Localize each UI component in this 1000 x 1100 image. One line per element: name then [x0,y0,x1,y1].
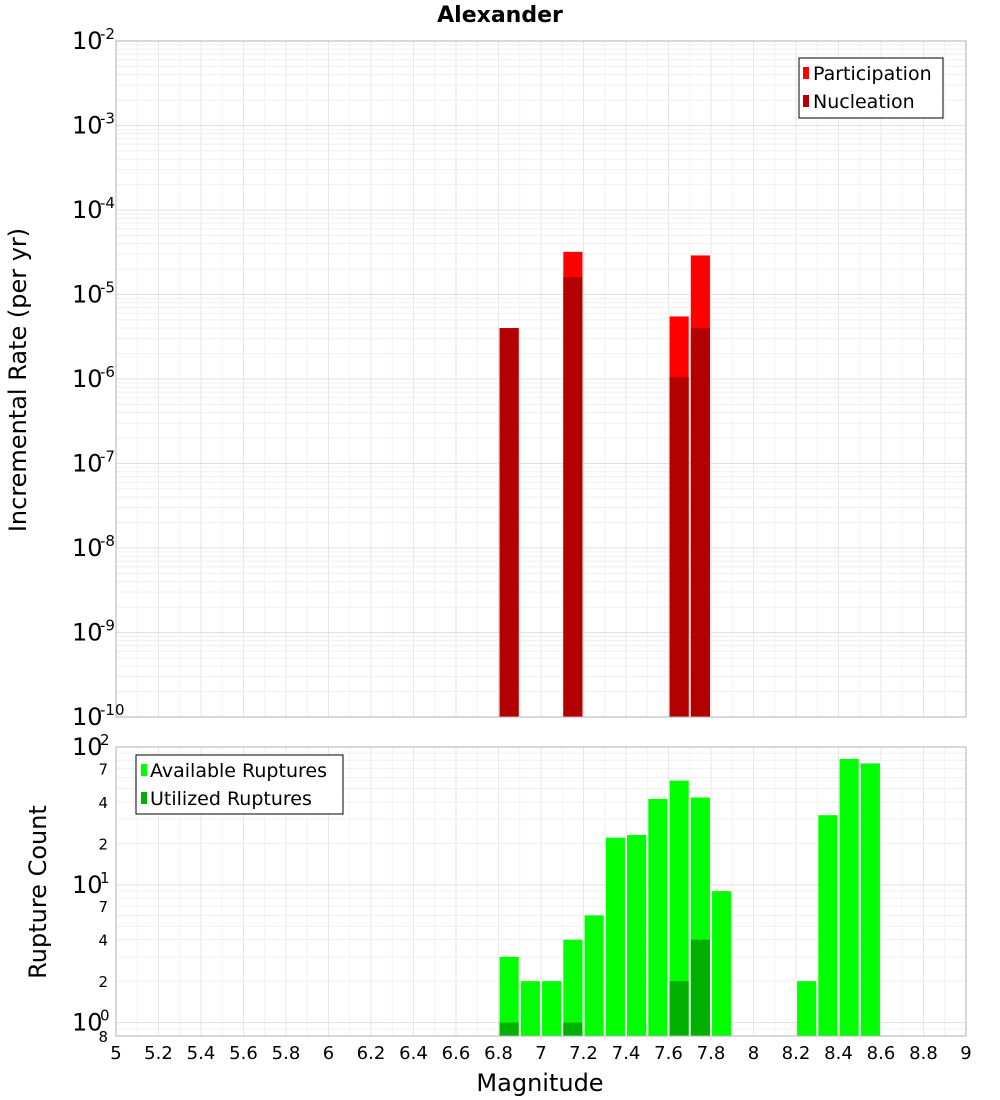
bar-nucleation [690,328,710,717]
bottom-plot-frame [115,746,967,1037]
x-tick-label: 7.4 [612,1043,641,1064]
y-minor-tick-label: 7 [98,760,108,778]
top-y-axis-title: Incremental Rate (per yr) [4,228,32,532]
bar-available-ruptures [520,981,540,1036]
x-tick-label: 9 [960,1043,971,1064]
bar-available-ruptures [712,891,732,1036]
x-tick-label: 5.2 [144,1043,173,1064]
top-plot-grid [115,41,967,718]
x-tick-label: 6.8 [484,1043,513,1064]
top-legend: Participation Nucleation [798,57,944,119]
y-tick-label: 10 [72,1009,103,1037]
top-y-ticks: 10-210-310-410-510-610-710-810-910-10 [72,25,125,731]
utilized-ruptures-legend-swatch [141,792,147,804]
y-tick-exponent: -3 [100,110,115,128]
y-minor-tick-label: 8 [98,1028,108,1046]
y-tick-label: 10 [72,27,103,55]
count-bars [499,758,880,1036]
bar-available-ruptures [627,834,647,1036]
x-tick-label: 8.6 [867,1043,896,1064]
top-legend-box [798,57,944,119]
x-tick-label: 6.4 [399,1043,428,1064]
y-tick-label: 10 [72,196,103,224]
bar-available-ruptures [563,939,583,1036]
y-tick-label: 10 [72,450,103,478]
y-tick-label: 10 [72,534,103,562]
bottom-legend-box [135,754,344,815]
x-tick-label: 7 [535,1043,546,1064]
y-minor-tick-label: 7 [98,898,108,916]
participation-legend-swatch [803,67,809,79]
bar-utilized-ruptures [563,1022,583,1036]
utilized-ruptures-legend-label: Utilized Ruptures [150,788,312,810]
x-axis-title: Magnitude [476,1069,603,1097]
y-tick-label: 10 [72,871,103,899]
bar-nucleation [669,377,689,717]
bar-available-ruptures [542,981,562,1036]
y-tick-exponent: -4 [100,194,115,212]
top-plot-frame [115,40,967,718]
y-minor-tick-label: 2 [98,835,108,853]
available-ruptures-legend-swatch [141,764,147,776]
x-tick-label: 8.2 [782,1043,811,1064]
x-tick-label: 6.6 [442,1043,471,1064]
x-tick-label: 6.2 [357,1043,386,1064]
bar-available-ruptures [860,763,880,1036]
x-tick-label: 7.6 [654,1043,683,1064]
rate-bars [499,251,710,717]
bar-available-ruptures [648,798,668,1036]
nucleation-legend-label: Nucleation [813,91,915,113]
bar-available-ruptures [584,915,604,1036]
y-tick-exponent: -2 [100,25,115,43]
y-tick-label: 10 [72,112,103,140]
bottom-y-axis-title: Rupture Count [24,805,52,979]
y-tick-exponent: -9 [100,617,115,635]
available-ruptures-legend-label: Available Ruptures [150,760,327,782]
y-tick-label: 10 [72,365,103,393]
x-ticks: 5 5.2 5.4 5.6 5.8 6 6.2 6.4 6.6 6.8 7 7.2 7.4 7.6 7.8 8… [110,1043,971,1064]
bar-utilized-ruptures [669,981,689,1036]
x-tick-label: 8 [748,1043,759,1064]
bar-available-ruptures [797,981,817,1036]
y-tick-label: 10 [72,733,103,761]
y-tick-exponent: -8 [100,532,115,550]
bar-available-ruptures [839,758,859,1036]
x-tick-label: 5.8 [272,1043,301,1064]
bar-nucleation [499,328,519,717]
bar-utilized-ruptures [499,1022,519,1036]
y-tick-exponent: -7 [100,448,115,466]
nucleation-legend-swatch [803,95,809,107]
x-tick-label: 8.8 [909,1043,938,1064]
y-minor-tick-label: 4 [98,932,108,950]
chart-title: Alexander [437,3,563,28]
participation-legend-label: Participation [813,63,932,85]
y-tick-label: 10 [72,703,103,731]
y-minor-tick-label: 2 [98,973,108,991]
x-tick-label: 5.4 [187,1043,216,1064]
y-tick-exponent: 2 [100,731,110,749]
y-tick-exponent: 1 [100,869,110,887]
bar-available-ruptures [499,956,519,1036]
x-tick-label: 7.2 [569,1043,598,1064]
y-tick-exponent: -6 [100,363,115,381]
x-tick-label: 8.4 [824,1043,853,1064]
y-tick-label: 10 [72,619,103,647]
y-minor-tick-label: 4 [98,794,108,812]
bottom-legend: Available Ruptures Utilized Ruptures [135,754,344,815]
bar-available-ruptures [818,815,838,1036]
bar-nucleation [563,277,583,717]
y-tick-exponent: 0 [100,1007,110,1025]
y-tick-exponent: -10 [100,701,125,719]
x-tick-label: 5.6 [229,1043,258,1064]
y-tick-exponent: -5 [100,279,115,297]
bar-utilized-ruptures [690,939,710,1036]
y-tick-label: 10 [72,281,103,309]
bar-available-ruptures [605,837,625,1036]
bar-available-ruptures [669,780,689,1036]
x-tick-label: 7.8 [697,1043,726,1064]
x-tick-label: 6 [323,1043,334,1064]
x-tick-label: 5 [110,1043,121,1064]
